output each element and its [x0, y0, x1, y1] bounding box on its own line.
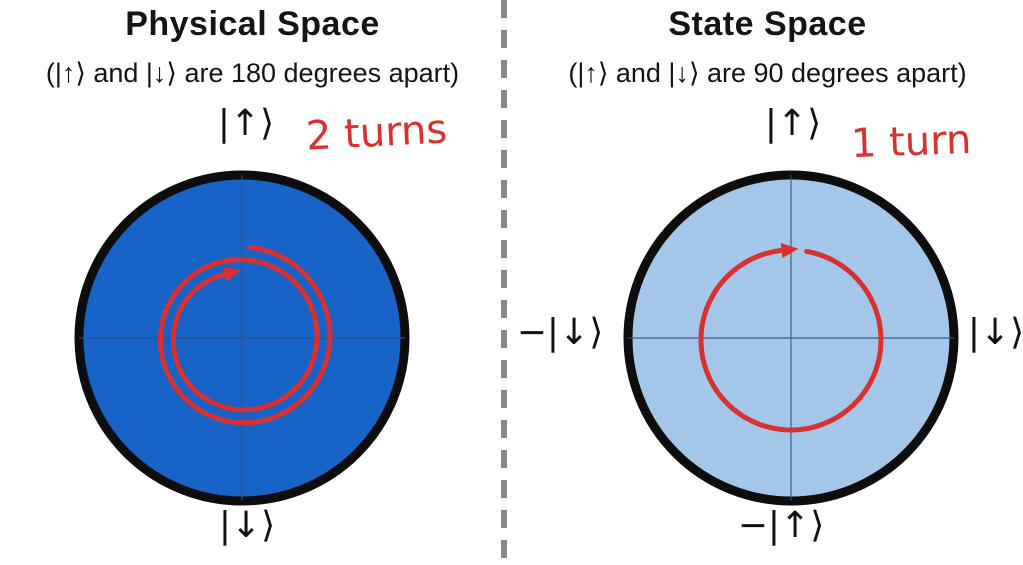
state-up-ket-label: |↑⟩ — [764, 103, 822, 144]
state-space-subtitle: (|↑⟩ and |↓⟩ are 90 degrees apart) — [568, 58, 967, 88]
physical-space-title: Physical Space — [125, 5, 380, 43]
one-turn-annotation: 1 turn — [850, 116, 973, 168]
one-turn-loop — [698, 248, 884, 433]
physical-space-subtitle: (|↑⟩ and |↓⟩ are 180 degrees apart) — [45, 58, 460, 88]
spiral-arrowhead — [223, 267, 242, 282]
state-minus-up-ket-label: −|↑⟩ — [737, 505, 825, 546]
state-minus-down-ket-label: −|↓⟩ — [516, 312, 604, 353]
physical-up-ket-label: |↑⟩ — [217, 103, 275, 144]
two-turns-spiral — [158, 244, 333, 426]
state-space-title: State Space — [668, 5, 867, 43]
physical-down-ket-label: |↓⟩ — [218, 505, 276, 546]
state-down-ket-label: |↓⟩ — [967, 312, 1023, 353]
loop-arrowhead — [780, 243, 799, 258]
dashed-divider — [501, 0, 507, 565]
two-turns-annotation: 2 turns — [304, 106, 449, 160]
